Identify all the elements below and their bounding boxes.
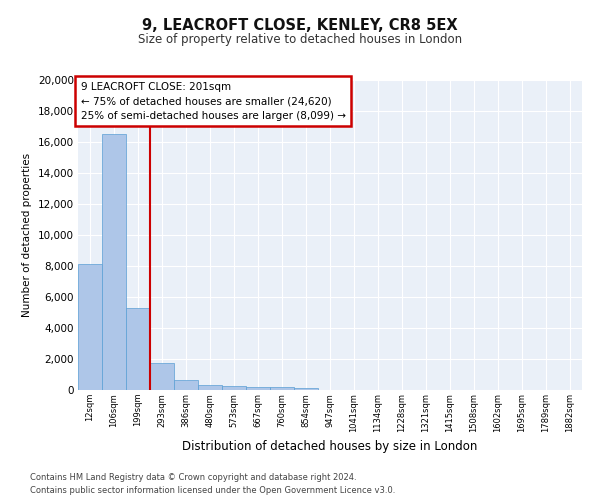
- Bar: [294, 388, 318, 390]
- Bar: [102, 134, 126, 390]
- Y-axis label: Number of detached properties: Number of detached properties: [22, 153, 32, 317]
- Bar: [222, 386, 246, 390]
- Text: Size of property relative to detached houses in London: Size of property relative to detached ho…: [138, 32, 462, 46]
- Bar: [270, 387, 294, 390]
- Text: 9, LEACROFT CLOSE, KENLEY, CR8 5EX: 9, LEACROFT CLOSE, KENLEY, CR8 5EX: [142, 18, 458, 32]
- X-axis label: Distribution of detached houses by size in London: Distribution of detached houses by size …: [182, 440, 478, 453]
- Bar: [150, 363, 174, 390]
- Bar: [198, 384, 222, 390]
- Bar: [174, 380, 198, 390]
- Bar: [246, 387, 270, 390]
- Bar: [126, 308, 150, 390]
- Text: 9 LEACROFT CLOSE: 201sqm
← 75% of detached houses are smaller (24,620)
25% of se: 9 LEACROFT CLOSE: 201sqm ← 75% of detach…: [80, 82, 346, 121]
- Text: Contains HM Land Registry data © Crown copyright and database right 2024.
Contai: Contains HM Land Registry data © Crown c…: [30, 474, 395, 495]
- Bar: [78, 264, 102, 390]
